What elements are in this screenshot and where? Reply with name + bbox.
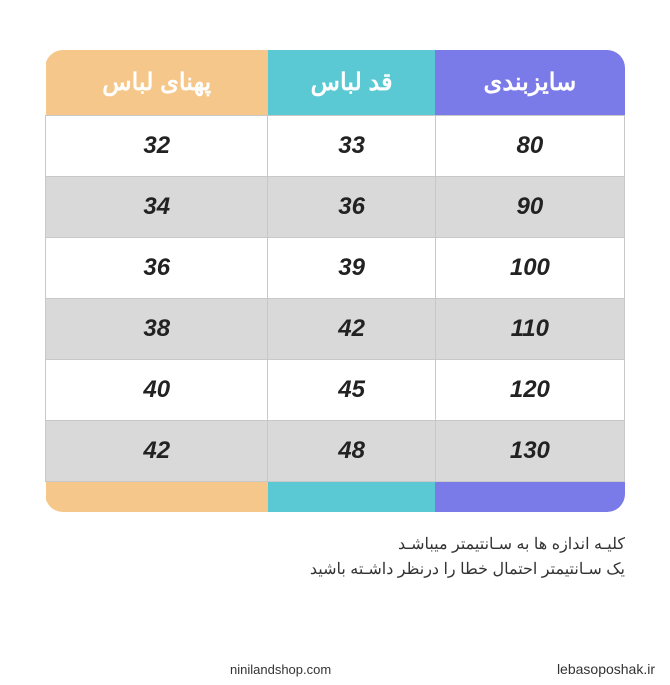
footer-right-text: lebasoposhak.ir bbox=[557, 661, 655, 677]
table-cell: 90 bbox=[435, 177, 624, 238]
table-row: 4045120 bbox=[46, 360, 625, 421]
table-cell: 36 bbox=[268, 177, 435, 238]
footer-color-row bbox=[46, 482, 625, 512]
table-row: 4248130 bbox=[46, 421, 625, 482]
footer-left-text: ninilandshop.com bbox=[230, 662, 331, 677]
table-cell: 80 bbox=[435, 116, 624, 177]
notes-block: کلیـه اندازه ها به سـانتیمتر میباشـد یک … bbox=[0, 532, 670, 583]
table-cell: 33 bbox=[268, 116, 435, 177]
footer-cell-0 bbox=[46, 482, 268, 512]
table-row: 3842110 bbox=[46, 299, 625, 360]
table-row: 343690 bbox=[46, 177, 625, 238]
sizing-chart-container: پهنای لباس قد لباس سایزبندی 323380343690… bbox=[0, 0, 670, 512]
table-cell: 40 bbox=[46, 360, 268, 421]
table-cell: 32 bbox=[46, 116, 268, 177]
table-cell: 48 bbox=[268, 421, 435, 482]
footer-cell-2 bbox=[435, 482, 624, 512]
table-cell: 42 bbox=[46, 421, 268, 482]
table-cell: 100 bbox=[435, 238, 624, 299]
sizing-table: پهنای لباس قد لباس سایزبندی 323380343690… bbox=[45, 50, 625, 512]
table-row: 3639100 bbox=[46, 238, 625, 299]
table-cell: 120 bbox=[435, 360, 624, 421]
table-cell: 36 bbox=[46, 238, 268, 299]
note-line-2: یک سـانتیمتر احتمال خطا را درنظر داشـته … bbox=[0, 557, 625, 583]
table-cell: 38 bbox=[46, 299, 268, 360]
footer-cell-1 bbox=[268, 482, 435, 512]
header-row: پهنای لباس قد لباس سایزبندی bbox=[46, 50, 625, 116]
table-cell: 34 bbox=[46, 177, 268, 238]
table-cell: 110 bbox=[435, 299, 624, 360]
table-body: 3233803436903639100384211040451204248130 bbox=[46, 116, 625, 482]
table-cell: 130 bbox=[435, 421, 624, 482]
col-header-length: قد لباس bbox=[268, 50, 435, 116]
table-cell: 45 bbox=[268, 360, 435, 421]
table-wrapper: پهنای لباس قد لباس سایزبندی 323380343690… bbox=[45, 50, 625, 512]
col-header-width: پهنای لباس bbox=[46, 50, 268, 116]
col-header-size: سایزبندی bbox=[435, 50, 624, 116]
table-cell: 39 bbox=[268, 238, 435, 299]
note-line-1: کلیـه اندازه ها به سـانتیمتر میباشـد bbox=[0, 532, 625, 558]
table-row: 323380 bbox=[46, 116, 625, 177]
table-cell: 42 bbox=[268, 299, 435, 360]
